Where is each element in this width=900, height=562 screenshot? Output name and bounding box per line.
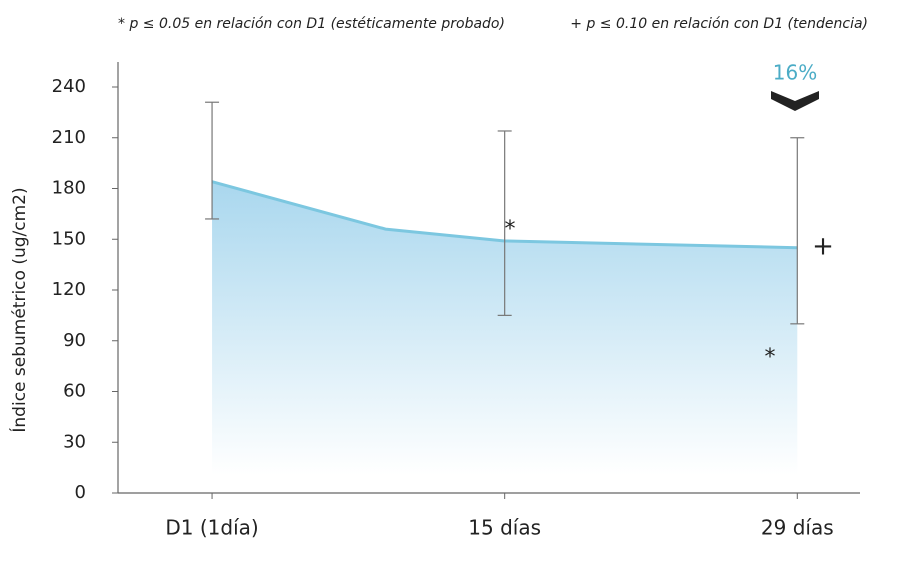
y-tick-label: 30 bbox=[63, 431, 86, 452]
chevron bbox=[771, 91, 819, 111]
y-tick-label: 180 bbox=[52, 178, 86, 199]
x-tick-label: 15 días bbox=[468, 516, 541, 540]
annotation: * bbox=[765, 345, 776, 370]
y-tick-label: 0 bbox=[75, 482, 86, 503]
x-tick-label: D1 (1día) bbox=[165, 516, 258, 540]
footnote: + p ≤ 0.10 en relación con D1 (tendencia… bbox=[570, 16, 868, 32]
y-tick-label: 210 bbox=[52, 127, 86, 148]
annotation: * bbox=[505, 217, 516, 242]
line bbox=[211, 180, 798, 250]
y-tick-label: 60 bbox=[63, 381, 86, 402]
footnote: * p ≤ 0.05 en relación con D1 (estéticam… bbox=[118, 16, 505, 32]
y-tick-label: 240 bbox=[52, 76, 86, 97]
annotation: 16% bbox=[773, 61, 817, 85]
annotation: + bbox=[812, 232, 834, 262]
y-axis-label: Índice sebumétrico (ug/cm2) bbox=[8, 187, 30, 432]
y-tick-label: 150 bbox=[52, 228, 86, 249]
y-tick-label: 120 bbox=[52, 279, 86, 300]
y-tick-label: 90 bbox=[63, 330, 86, 351]
area bbox=[212, 181, 798, 475]
x-tick-label: 29 días bbox=[761, 516, 834, 540]
